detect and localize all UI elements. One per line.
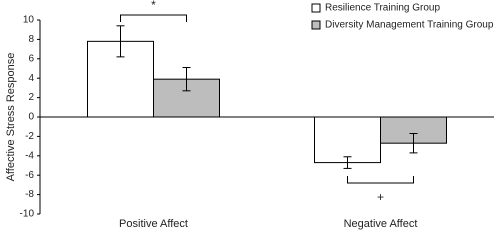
significance-bracket [120,14,187,22]
legend-swatch [311,20,321,30]
legend-label: Resilience Training Group [325,3,440,14]
bar [314,116,381,164]
y-tick-label: -2 [25,131,34,142]
y-tick-label: 8 [28,34,34,45]
chart: Affective Stress Response -10 -8 -6 -4 -2 0 2 4… [5,0,494,230]
y-tick-label: -6 [25,170,34,181]
x-tick-label: Negative Affect [344,218,418,230]
significance-bracket [347,176,414,184]
x-tick-label: Positive Affect [119,218,188,230]
legend-swatch [311,3,321,13]
significance-label: + [377,190,384,204]
legend-label: Diversity Management Training Group [325,20,494,31]
y-tick-label: 4 [28,73,34,84]
y-tick-label: -8 [25,189,34,200]
y-axis-label: Affective Stress Response [5,53,17,182]
y-tick-label: -4 [25,150,34,161]
y-tick-label: 2 [28,92,34,103]
y-tick-label: 0 [28,112,34,123]
y-tick-label: -10 [20,209,35,220]
y-tick-label: 10 [23,15,35,26]
y-tick-label: 6 [28,53,34,64]
significance-label: * [151,0,156,12]
